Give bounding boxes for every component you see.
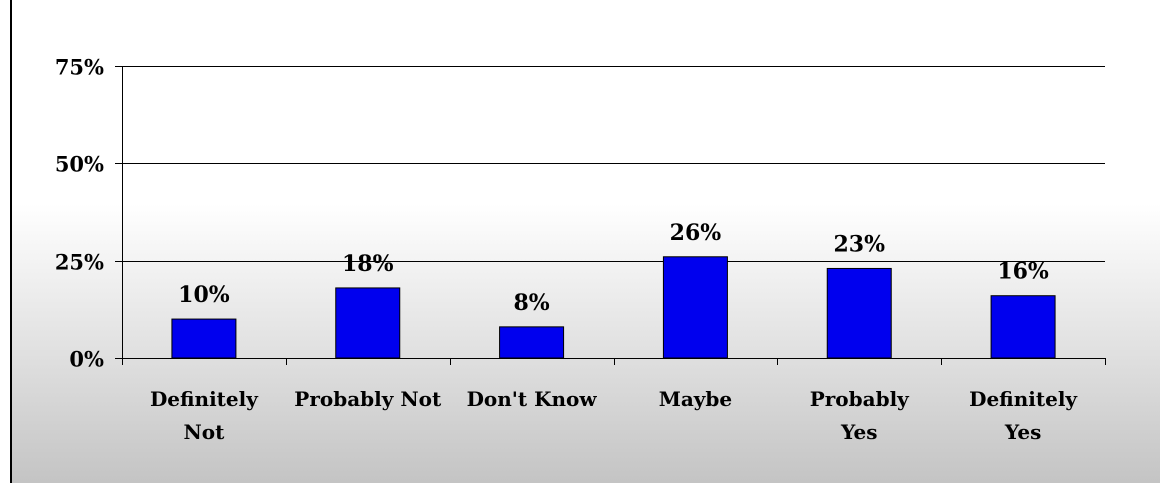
x-category-label: Yes <box>1004 420 1042 444</box>
data-label: 16% <box>997 259 1049 285</box>
axes <box>115 66 1106 365</box>
x-category-label: Probably Not <box>294 387 442 411</box>
y-tick-label: 75% <box>55 55 104 80</box>
bar <box>499 326 565 359</box>
top-mask <box>12 0 1160 50</box>
data-label: 8% <box>513 290 549 316</box>
x-category-label: Probably <box>810 387 910 411</box>
x-category-label: Yes <box>840 420 878 444</box>
data-label: 10% <box>178 282 230 308</box>
bar <box>662 256 728 359</box>
y-tick-label: 25% <box>55 250 104 275</box>
chart-frame <box>10 0 1160 483</box>
bar <box>990 295 1056 359</box>
bars <box>171 256 1056 359</box>
y-tick-label: 0% <box>69 347 104 372</box>
x-category-label: Definitely <box>969 387 1078 411</box>
x-category-label: Don't Know <box>467 387 598 411</box>
data-label: 18% <box>342 251 394 277</box>
bar <box>335 287 401 359</box>
gridlines <box>122 66 1105 262</box>
x-category-label: Definitely <box>150 387 259 411</box>
data-label: 26% <box>670 220 722 246</box>
bar <box>826 267 892 359</box>
x-category-label: Maybe <box>659 387 732 411</box>
bar <box>171 318 237 359</box>
labels: 0% 25% 50% 75% 10% Definitely Not 18% Probably N… <box>55 55 1079 445</box>
x-category-label: Not <box>183 420 225 444</box>
y-tick-label: 50% <box>55 152 104 177</box>
data-label: 23% <box>833 231 885 257</box>
